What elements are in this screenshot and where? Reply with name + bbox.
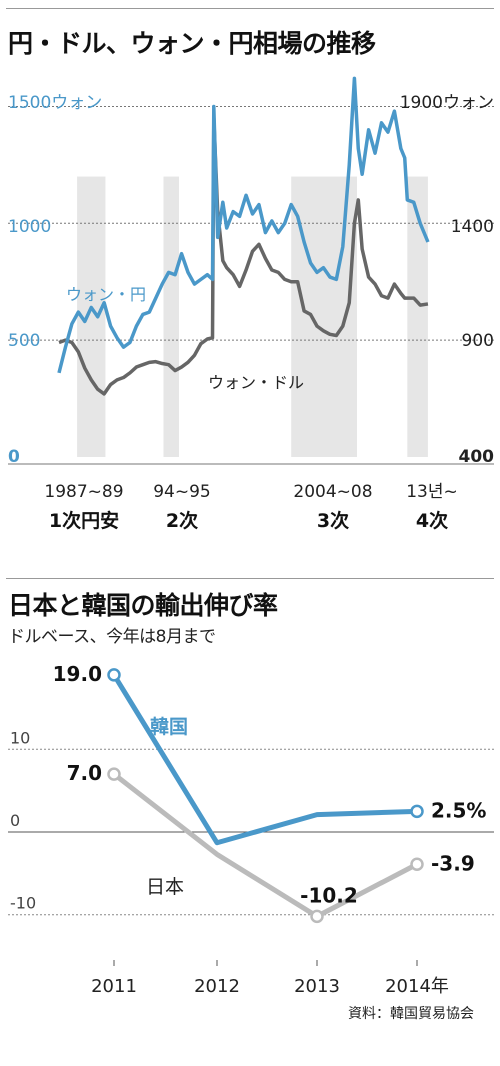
y-tick-0: 0	[10, 811, 20, 830]
chart2-subtitle: ドルベース、今年は8月まで	[8, 627, 216, 647]
period-3-name: 3次	[317, 509, 349, 532]
middle-rule	[6, 578, 494, 579]
shaded-period-2	[163, 176, 179, 457]
left-tick-0: 0	[8, 447, 20, 467]
right-tick-1900: 1900ウォン	[400, 93, 494, 113]
right-tick-900: 900	[462, 331, 494, 351]
korea-series-label: 韓国	[150, 715, 188, 738]
source-note: 資料：韓国貿易協会	[348, 1006, 474, 1022]
korea-value-label-3: 2.5%	[431, 798, 486, 822]
shaded-period-4	[407, 176, 428, 457]
export-growth-chart: 10 0 -10 19.0 2.5% 7.0 -10.2 -3.9 2011 2012 2013…	[8, 662, 494, 997]
period-3-range: 2004~08	[293, 482, 372, 502]
korea-point-3	[410, 804, 424, 819]
japan-line	[112, 772, 419, 919]
won-yen-label: ウォン・円	[66, 285, 146, 304]
left-tick-1000: 1000	[8, 217, 51, 237]
period-4-name: 4次	[416, 509, 448, 532]
exchange-rate-chart: 1500ウォン 1000 500 0 1900ウォン 1400 900 400 …	[8, 76, 495, 532]
right-tick-1400: 1400	[451, 217, 494, 237]
period-2-name: 2次	[166, 509, 198, 532]
won-yen-line	[57, 76, 430, 374]
left-tick-500: 500	[8, 331, 40, 351]
japan-series-label: 日本	[146, 876, 184, 898]
right-tick-400: 400	[459, 447, 495, 467]
x-label-3: 2014年	[385, 976, 449, 997]
japan-point-3	[410, 857, 424, 872]
x-label-0: 2011	[91, 976, 137, 997]
period-2-range: 94~95	[153, 482, 211, 502]
x-label-1: 2012	[194, 976, 240, 997]
period-1-name: 1次円安	[49, 509, 119, 532]
japan-value-label-2: -10.2	[300, 883, 358, 907]
korea-line	[111, 673, 418, 846]
period-1-range: 1987~89	[44, 482, 123, 502]
chart1-title: 円・ドル、ウォン・円相場の推移	[8, 29, 376, 58]
japan-value-label-3: -3.9	[431, 851, 475, 875]
period-4-range: 13년~	[406, 482, 458, 502]
japan-point-2	[310, 909, 324, 924]
y-tick--10: -10	[10, 894, 36, 913]
y-tick-10: 10	[10, 728, 30, 747]
japan-point-0	[107, 767, 121, 781]
top-rule	[6, 8, 494, 9]
korea-point-0	[107, 668, 121, 682]
won-dollar-label: ウォン・ドル	[208, 373, 304, 392]
x-label-2: 2013	[294, 976, 340, 997]
chart2-title: 日本と韓国の輸出伸び率	[8, 591, 278, 620]
korea-value-label-0: 19.0	[53, 662, 102, 686]
won-dollar-line	[58, 116, 429, 396]
left-tick-1500: 1500ウォン	[8, 93, 102, 113]
japan-value-label-0: 7.0	[67, 761, 102, 785]
